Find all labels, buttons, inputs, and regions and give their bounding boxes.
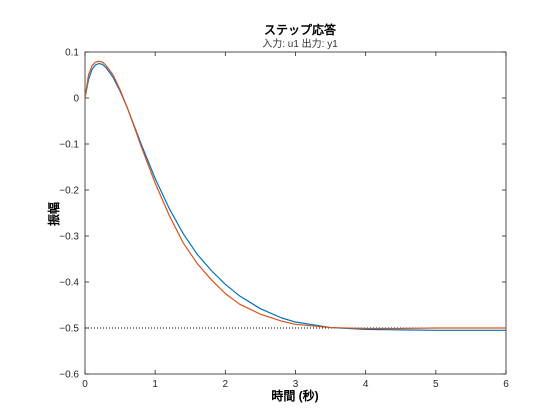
y-tick-label: −0.3 — [59, 232, 79, 243]
chart-title: ステップ応答 — [264, 22, 337, 37]
y-tick-label: −0.6 — [59, 370, 79, 381]
y-tick-label: −0.5 — [59, 324, 79, 335]
y-tick-label: −0.4 — [59, 278, 79, 289]
axis-ticks: 0 1 2 3 4 5 6 0.1 0 −0.1 −0.2 −0.3 −0.4 −0.5 −0.6 — [59, 48, 509, 391]
x-tick-label: 6 — [503, 379, 509, 390]
x-tick-label: 5 — [433, 379, 439, 390]
x-tick-label: 0 — [82, 379, 88, 390]
y-tick-label: 0 — [73, 94, 79, 105]
y-tick-label: 0.1 — [65, 48, 79, 59]
plot-area — [84, 51, 507, 375]
series-layer — [84, 60, 506, 331]
chart-subtitle: 入力: u1 出力: y1 — [262, 37, 338, 50]
y-tick-label: −0.2 — [59, 186, 79, 197]
x-tick-label: 2 — [223, 379, 229, 390]
x-tick-label: 1 — [152, 379, 158, 390]
y-tick-label: −0.1 — [59, 140, 79, 151]
series-line-2 — [84, 60, 506, 330]
x-tick-label: 4 — [363, 379, 369, 390]
x-axis-label: 時間 (秒) — [271, 388, 318, 403]
x-tick-label: 3 — [293, 379, 299, 390]
y-axis-label: 振幅 — [46, 202, 61, 226]
